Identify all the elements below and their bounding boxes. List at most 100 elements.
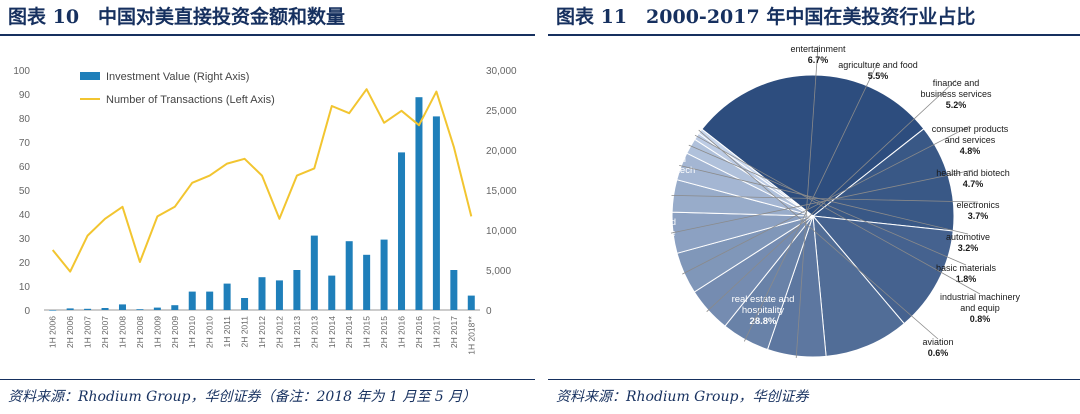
investment-value-bar bbox=[415, 97, 423, 310]
x-axis-tick-label: 2H 2009 bbox=[170, 316, 180, 348]
investment-value-bar bbox=[206, 291, 214, 310]
investment-value-bar bbox=[293, 270, 301, 310]
investment-value-bar bbox=[241, 298, 249, 310]
investment-value-bar bbox=[380, 239, 388, 310]
pie-slice-label: aviation 0.6% bbox=[922, 337, 953, 358]
x-axis-tick-label: 2H 2017 bbox=[449, 316, 459, 348]
x-axis-tick-label: 2H 2010 bbox=[205, 316, 215, 348]
x-axis-tick-label: 2H 2006 bbox=[65, 316, 75, 348]
pie-slice-label: agriculture and food 5.5% bbox=[838, 60, 918, 81]
x-axis-tick-label: 1H 2012 bbox=[257, 316, 267, 348]
left-axis-tick-label: 70 bbox=[19, 138, 31, 149]
investment-value-bar bbox=[275, 280, 283, 310]
left-axis-tick-label: 40 bbox=[19, 210, 31, 221]
investment-chart-area: 0 10 20 30 40 50 60 70 80 90 100 0 5,000 10,000 15,000… bbox=[0, 40, 535, 376]
left-axis-tick-label: 30 bbox=[19, 234, 31, 245]
left-panel: 图表 10 中国对美直接投资金额和数量 0 10 20 30 40 50 60 70 80 90 1… bbox=[0, 0, 535, 414]
industry-pie-area: real estate and hospitality 28.8% transport… bbox=[548, 40, 1080, 376]
right-panel: 图表 11 2000-2017 年中国在美投资行业占比 real estate … bbox=[548, 0, 1080, 414]
pie-slice-label: industrial machinery and equip 0.8% bbox=[940, 292, 1021, 324]
investment-value-bar bbox=[118, 304, 126, 310]
left-chart-title: 图表 10 中国对美直接投资金额和数量 bbox=[8, 6, 346, 28]
x-axis-tick-label: 1H 2014 bbox=[327, 316, 337, 348]
pie-slice-label: Information and communication tech 12.1% bbox=[611, 154, 695, 187]
industry-pie-chart: real estate and hospitality 28.8% transport… bbox=[611, 44, 1021, 359]
investment-value-bar bbox=[398, 152, 406, 310]
right-axis-tick-label: 15,000 bbox=[486, 186, 517, 197]
x-axis-tick-label: 2H 2016 bbox=[414, 316, 424, 348]
left-axis-tick-label: 50 bbox=[19, 186, 31, 197]
pie-leader-line bbox=[670, 169, 974, 234]
pie-leader-line bbox=[671, 195, 979, 203]
x-axis-tick-label: 2H 2014 bbox=[344, 316, 354, 348]
right-title-rule bbox=[548, 34, 1080, 36]
right-axis-tick-label: 10,000 bbox=[486, 226, 517, 237]
x-axis-tick-label: 1H 2010 bbox=[187, 316, 197, 348]
investment-value-bar bbox=[310, 235, 318, 310]
pie-slice-label: energy 9.7% bbox=[681, 99, 710, 121]
left-axis-tick-label: 100 bbox=[13, 66, 30, 77]
x-axis-tick-label: 1H 2006 bbox=[48, 316, 58, 348]
transactions-line bbox=[51, 88, 473, 273]
legend-bar-label: Investment Value (Right Axis) bbox=[106, 71, 249, 83]
left-axis-tick-label: 80 bbox=[19, 114, 31, 125]
x-axis-tick-label: 2H 2008 bbox=[135, 316, 145, 348]
pie-slice bbox=[701, 74, 925, 217]
pie-leader-line bbox=[694, 134, 981, 295]
x-axis-tick-label: 1H 2013 bbox=[292, 316, 302, 348]
right-axis-tick-label: 5,000 bbox=[486, 266, 511, 277]
right-axis-tick-label: 30,000 bbox=[486, 66, 517, 77]
pie-slice bbox=[812, 214, 905, 357]
left-axis-tick-label: 90 bbox=[19, 90, 31, 101]
x-axis-tick-label: 2H 2013 bbox=[309, 316, 319, 348]
investment-value-bar bbox=[363, 254, 371, 310]
investment-value-bar bbox=[258, 277, 266, 310]
left-footer-rule bbox=[0, 379, 535, 380]
investment-value-bar bbox=[450, 270, 458, 310]
pie-slice-label: electronics 3.7% bbox=[956, 200, 1000, 221]
right-chart-title: 图表 11 2000-2017 年中国在美投资行业占比 bbox=[556, 6, 976, 28]
left-axis-tick-label: 10 bbox=[19, 282, 31, 293]
x-axis-tick-label: 1H 2016 bbox=[397, 316, 407, 348]
pie-slice-label: transport and infrastructure 12.3% bbox=[620, 217, 676, 250]
pie-slice-label: basic materials 1.8% bbox=[936, 263, 997, 284]
legend-line-label: Number of Transactions (Left Axis) bbox=[106, 94, 275, 106]
investment-value-bar bbox=[432, 116, 440, 311]
pie-slice-label: finance and business services 5.2% bbox=[920, 78, 992, 110]
investment-value-bar bbox=[49, 310, 57, 311]
x-axis-tick-label: 2H 2012 bbox=[274, 316, 284, 348]
x-axis-tick-label: 1H 2011 bbox=[222, 316, 232, 348]
x-axis-tick-label: 1H 2008 bbox=[117, 316, 127, 348]
x-axis-tick-label: 2H 2011 bbox=[240, 316, 250, 348]
pie-slice bbox=[811, 215, 954, 325]
investment-value-bar bbox=[188, 291, 196, 310]
investment-value-bar bbox=[84, 308, 92, 310]
legend-bar-swatch bbox=[80, 72, 100, 80]
x-axis-tick-label: 2H 2007 bbox=[100, 316, 110, 348]
investment-value-bar bbox=[66, 308, 74, 310]
investment-combo-chart: 0 10 20 30 40 50 60 70 80 90 100 0 5,000 10,000 15,000… bbox=[13, 66, 517, 355]
x-axis-tick-label: 1H 2009 bbox=[152, 316, 162, 348]
pie-leader-line bbox=[743, 61, 879, 342]
investment-value-bar bbox=[223, 283, 231, 310]
right-axis-tick-label: 20,000 bbox=[486, 146, 517, 157]
pie-leader-line bbox=[795, 45, 819, 359]
investment-value-bar bbox=[153, 307, 161, 310]
x-axis-tick-label: 1H 2018** bbox=[466, 315, 476, 354]
pie-leader-line bbox=[688, 144, 967, 266]
investment-value-bar bbox=[136, 309, 144, 310]
left-source-note: 资料来源：Rhodium Group，华创证券（备注：2018 年为 1 月至 … bbox=[8, 389, 477, 405]
pie-leader-line bbox=[698, 129, 939, 340]
x-axis-tick-label: 2H 2015 bbox=[379, 316, 389, 348]
right-axis-tick-label: 0 bbox=[486, 306, 492, 317]
investment-value-bar bbox=[101, 308, 109, 310]
x-axis-tick-label: 1H 2007 bbox=[83, 316, 93, 348]
investment-value-bar bbox=[328, 275, 336, 310]
pie-slice-label: entertainment 6.7% bbox=[790, 44, 846, 65]
pie-slice-label: real estate and hospitality 28.8% bbox=[732, 294, 795, 327]
pie-slice-label: health and biotech 4.7% bbox=[936, 168, 1010, 189]
pie-leader-line bbox=[706, 79, 957, 312]
investment-value-bar bbox=[171, 305, 179, 310]
pie-slice-label: automotive 3.2% bbox=[946, 232, 990, 253]
right-footer-rule bbox=[548, 379, 1080, 380]
